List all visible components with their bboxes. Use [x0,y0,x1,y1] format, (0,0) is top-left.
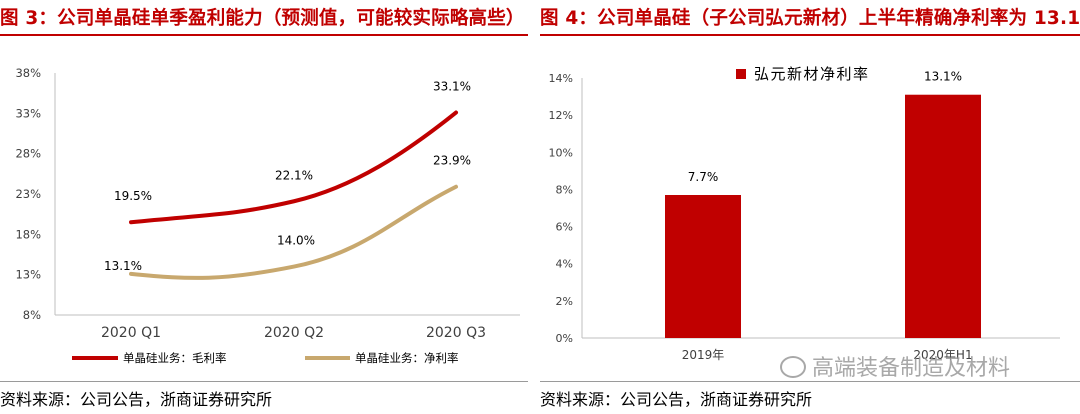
y-tick-label: 12% [549,109,573,122]
x-tick-label: 2019年 [682,348,725,362]
y-tick-label: 38% [15,66,41,80]
y-tick-label: 13% [15,268,41,282]
data-label: 23.9% [433,154,471,168]
bar-2020h1 [905,94,981,338]
figure-3-title: 图 3：公司单晶硅单季盈利能力（预测值，可能较实际略高些） [0,8,525,29]
figure-3-source: 资料来源：公司公告，浙商证券研究所 [0,390,273,409]
series-line-net-margin [129,184,458,280]
x-tick-label: 2020 Q2 [264,325,324,341]
bar-2019 [665,195,741,338]
figure-4-source: 资料来源：公司公告，浙商证券研究所 [540,390,813,409]
data-label: 19.5% [114,189,152,203]
data-label: 14.0% [277,234,315,248]
figure-3-source-rule [0,381,528,382]
y-tick-label: 6% [556,221,573,234]
y-tick-label: 23% [15,187,41,201]
figure-4-source-rule [540,381,1080,382]
data-label: 13.1% [924,70,962,84]
data-label: 7.7% [688,170,719,184]
y-tick-label: 8% [556,183,573,196]
y-tick-label: 8% [23,308,41,322]
series-line-gross-margin [129,110,458,225]
figure-4-panel: 图 4：公司单晶硅（子公司弘元新材）上半年精确净利率为 13.1% 0% 2% 4%… [540,0,1080,414]
wechat-icon [780,356,806,378]
y-tick-label: 4% [556,258,573,271]
legend-label-net-margin: 单晶硅业务：净利率 [355,351,459,365]
legend-label-net-margin: 弘元新材净利率 [754,65,870,83]
data-label: 22.1% [275,168,313,182]
figure-3-title-rule [0,34,528,36]
y-tick-label: 28% [15,147,41,161]
figure-4-title: 图 4：公司单晶硅（子公司弘元新材）上半年精确净利率为 13.1% [540,8,1080,29]
watermark: 高端装备制造及材料 [780,350,1010,382]
data-label: 13.1% [104,259,142,273]
y-tick-label: 2% [556,295,573,308]
y-tick-label: 18% [15,227,41,241]
data-label: 33.1% [433,80,471,94]
legend-label-gross-margin: 单晶硅业务：毛利率 [123,351,227,365]
figure-4-bar-chart: 0% 2% 4% 6% 8% 10% 12% 14% 7.7% 13.1% 2019年 2020年… [549,65,1060,362]
legend-swatch-net-margin [736,69,746,79]
x-tick-label: 2020 Q1 [101,325,161,341]
watermark-text: 高端装备制造及材料 [812,356,1011,381]
x-tick-label: 2020 Q3 [426,325,486,341]
x-tick-label: 2020年H1 [913,348,972,362]
figure-3-panel: 图 3：公司单晶硅单季盈利能力（预测值，可能较实际略高些） 8% 13% 18% 23… [0,0,528,414]
y-tick-label: 33% [15,106,41,120]
figure-3-line-chart: 8% 13% 18% 23% 28% 33% 38% 2020 Q1 2020 Q2 2020 … [15,66,520,365]
y-tick-label: 10% [549,146,573,159]
y-tick-label: 0% [556,332,573,345]
figure-4-title-rule [540,34,1080,36]
y-tick-label: 14% [549,72,573,85]
